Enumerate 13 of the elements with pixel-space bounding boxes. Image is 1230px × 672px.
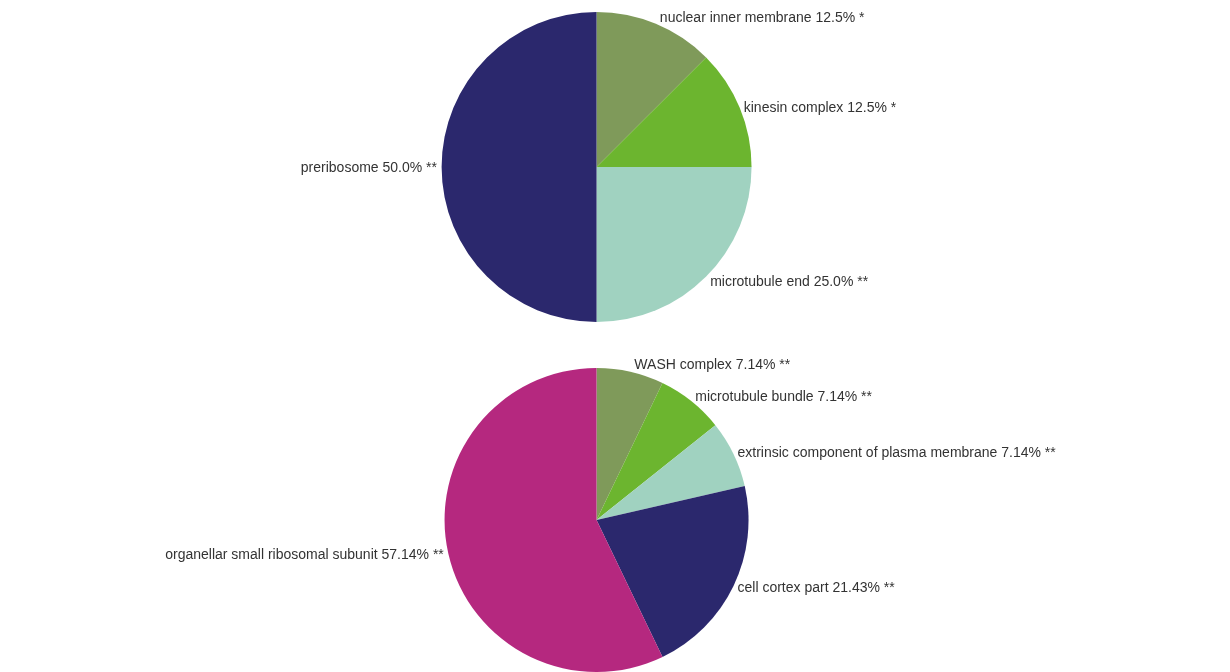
slice-label: kinesin complex 12.5% *: [743, 98, 897, 115]
pie-slice: [596, 12, 707, 167]
slice-label: extrinsic component of plasma membrane 7.14% **: [737, 444, 1057, 461]
slice-label: microtubule bundle 7.14% **: [695, 388, 873, 405]
slice-label: nuclear inner membrane 12.5% *: [659, 8, 866, 25]
slice-label: organellar small ribosomal subunit 57.14% **: [165, 546, 445, 563]
pie-slice: [444, 368, 663, 672]
pie-slice: [596, 368, 663, 520]
slice-label: microtubule end 25.0% **: [710, 272, 869, 289]
slice-label: WASH complex 7.14% **: [634, 356, 791, 373]
pie-slice: [441, 12, 597, 322]
slice-label: cell cortex part 21.43% **: [737, 579, 896, 596]
slice-label: preribosome 50.0% **: [300, 159, 438, 175]
